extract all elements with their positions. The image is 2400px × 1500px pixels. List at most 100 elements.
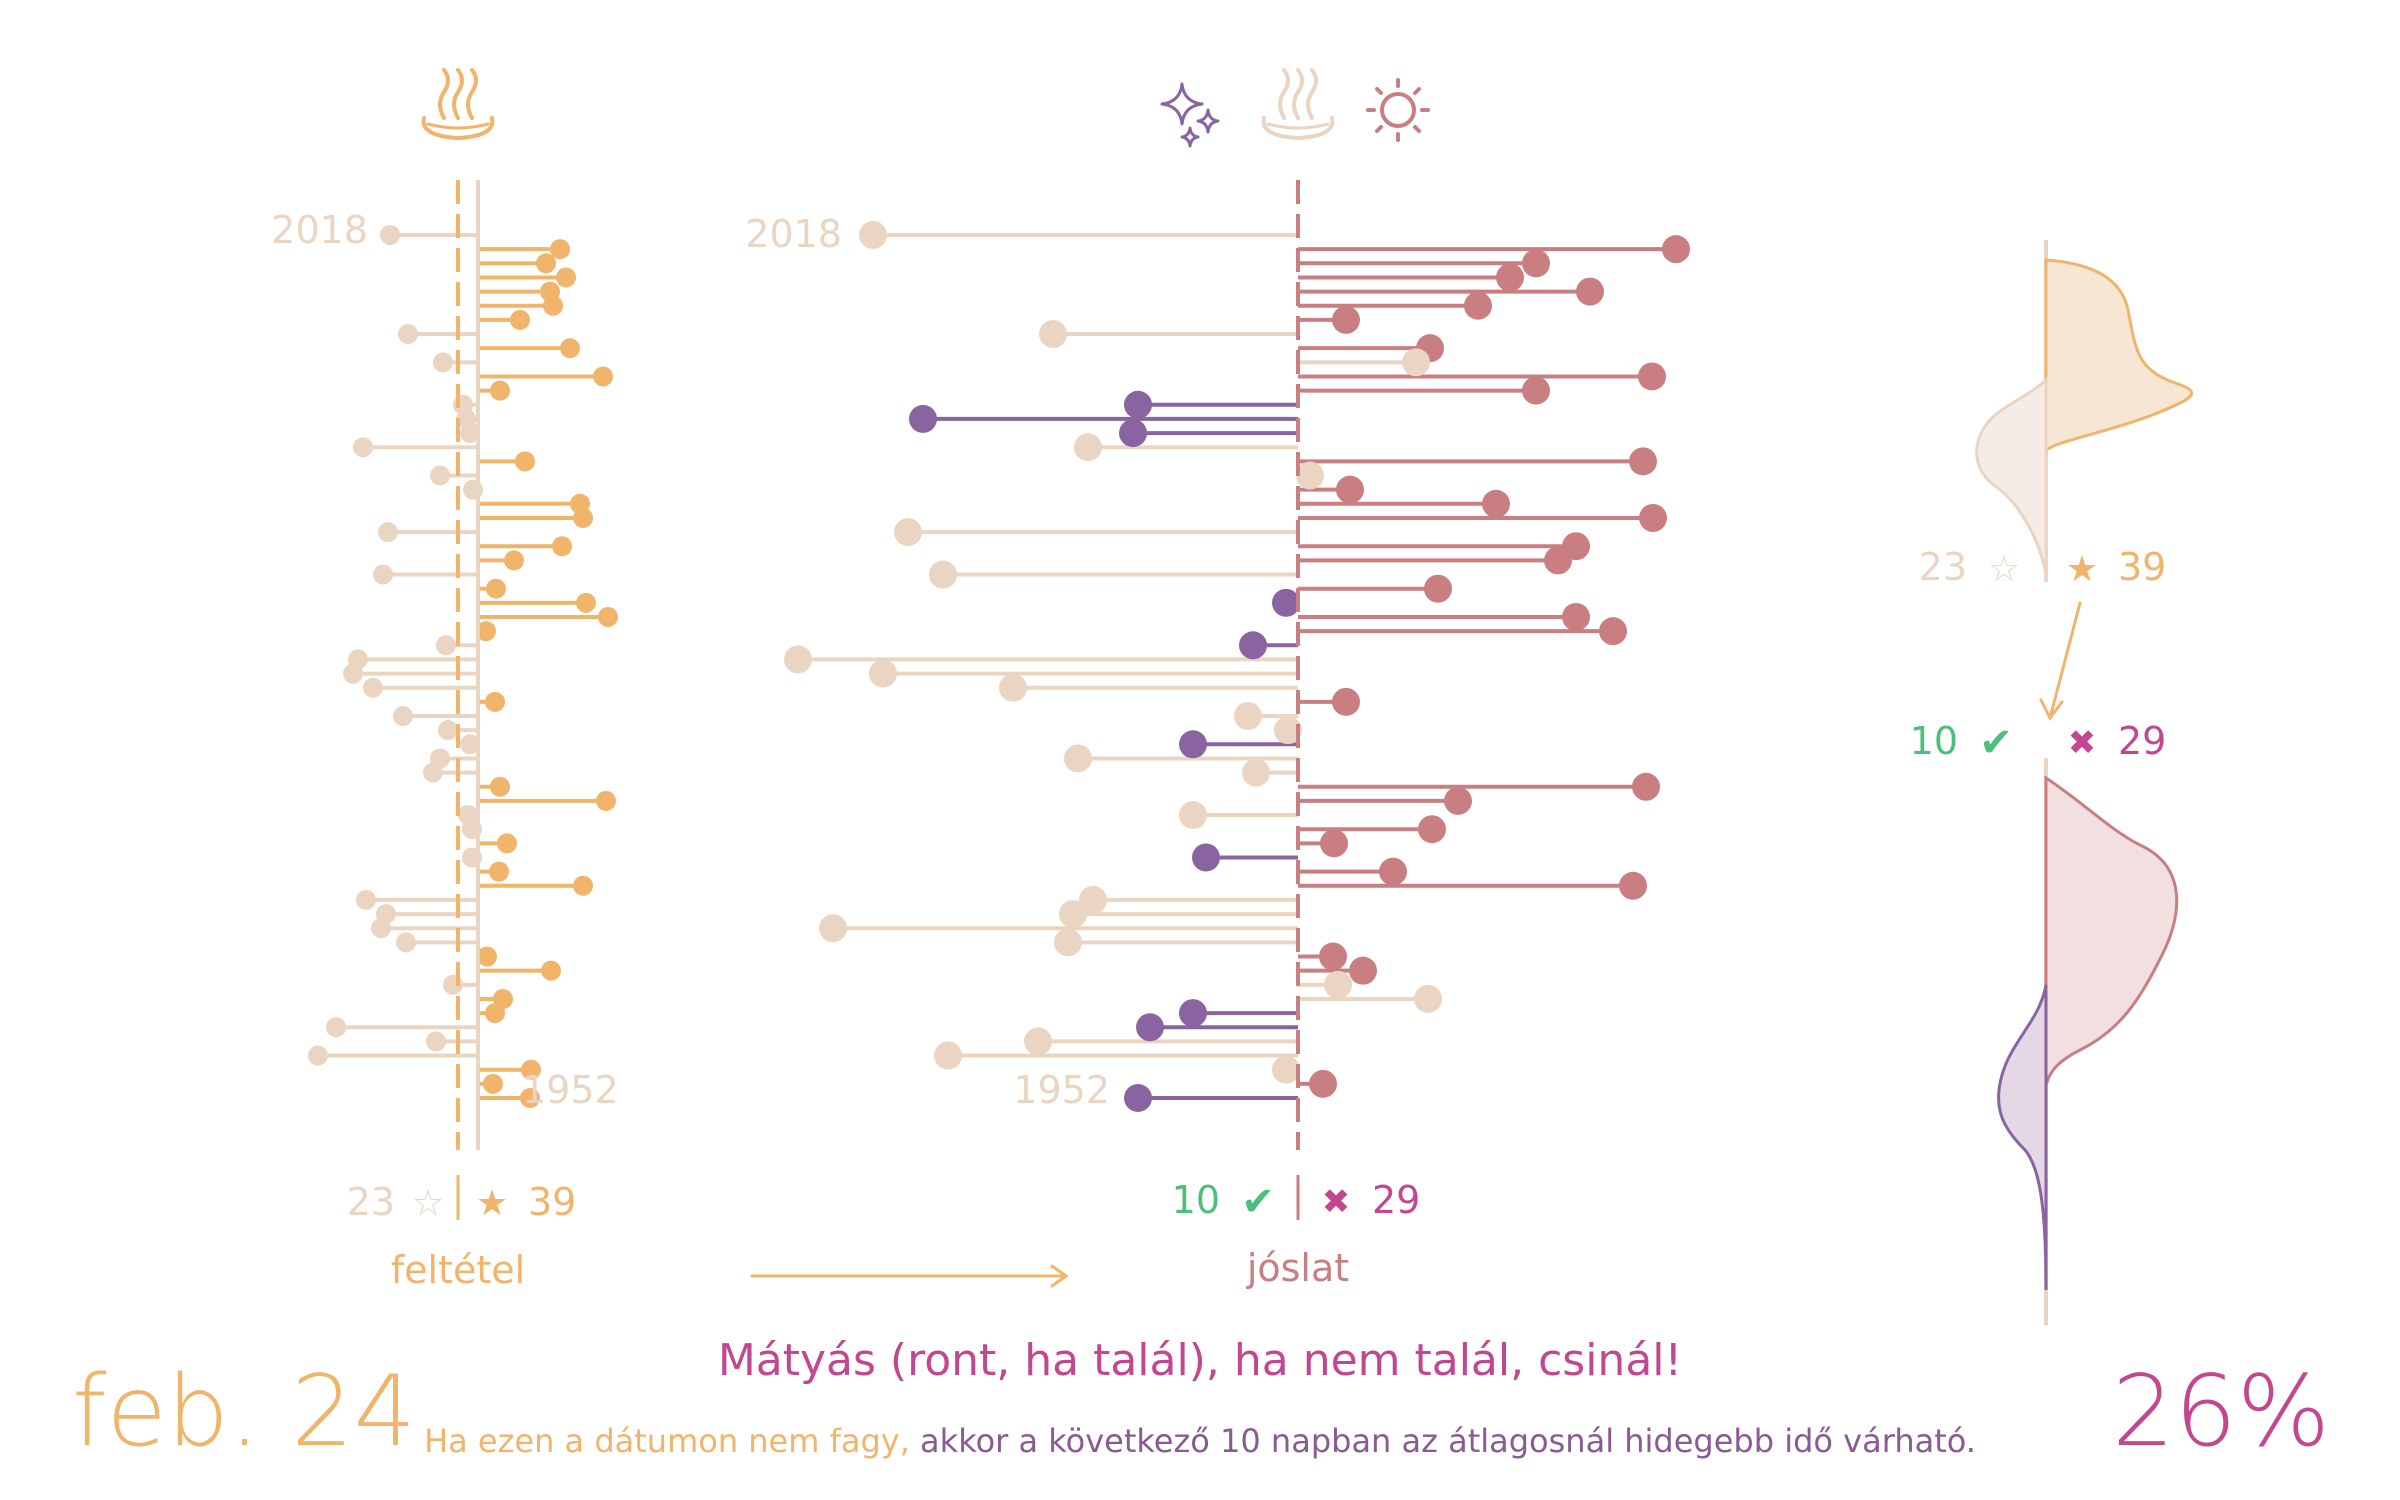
prediction-dot: [934, 1041, 962, 1070]
dist-count-nonfreeze: 23: [1919, 545, 1967, 589]
condition-dot: [504, 550, 524, 571]
condition-dot: [573, 507, 593, 528]
prediction-axis-label: jóslat: [1246, 1246, 1349, 1290]
condition-dot: [423, 762, 443, 783]
condition-dot: [460, 423, 480, 444]
condition-dot: [490, 380, 510, 401]
count-freeze: 39: [528, 1180, 576, 1224]
condition-dot: [326, 1017, 346, 1038]
prediction-dot: [1079, 885, 1107, 914]
condition-dots: [308, 225, 618, 1108]
condition-dot: [490, 776, 510, 797]
count-hit: 10: [1172, 1178, 1220, 1222]
hot-spring-icon: [1261, 68, 1335, 141]
prediction-dot: [1444, 786, 1472, 815]
prediction-dot: [1320, 829, 1348, 858]
star-filled-icon: ★: [476, 1183, 508, 1224]
prediction-dot: [1576, 277, 1604, 306]
condition-dot: [485, 691, 505, 712]
prediction-dot: [1522, 376, 1550, 405]
condition-dot: [497, 833, 517, 854]
condition-dot: [430, 465, 450, 486]
condition-dot: [543, 295, 563, 316]
prediction-dot: [1296, 461, 1324, 490]
condition-dot: [436, 635, 456, 656]
prediction-dot: [1124, 390, 1152, 419]
prediction-dot: [1274, 716, 1302, 745]
hit-distribution: [1997, 984, 2048, 1291]
condition-dot: [308, 1045, 328, 1066]
sun-icon: [1366, 78, 1430, 142]
condition-dot: [573, 875, 593, 896]
condition-dot: [576, 592, 596, 613]
prediction-dot: [1059, 900, 1087, 929]
dist-count-miss: 29: [2118, 719, 2166, 763]
prediction-dot: [1418, 815, 1446, 844]
prediction-dot: [1379, 857, 1407, 886]
explanation-prediction: akkor a következő 10 napban az átlagosná…: [920, 1422, 1976, 1460]
prediction-dot: [819, 914, 847, 943]
count-nonfreeze: 23: [347, 1180, 395, 1224]
hot-spring-icon: [421, 68, 495, 141]
condition-dot: [556, 267, 576, 288]
condition-dot: [521, 1059, 541, 1080]
condition-dot: [552, 536, 572, 557]
prediction-dot: [1349, 956, 1377, 985]
check-icon: ✔: [1979, 720, 2013, 766]
star-filled-icon: ★: [2066, 549, 2098, 590]
prediction-dot: [1309, 1069, 1337, 1098]
check-icon: ✔: [1241, 1179, 1275, 1225]
prediction-year-top: 2018: [745, 212, 842, 256]
condition-dot: [486, 578, 506, 599]
condition-dot: [373, 564, 393, 585]
prediction-dot: [1638, 362, 1666, 391]
condition-dot: [520, 1088, 540, 1108]
condition-dot: [371, 918, 391, 939]
condition-dot: [477, 946, 497, 967]
freeze-distribution: [2044, 258, 2194, 453]
condition-dot: [598, 606, 618, 627]
prediction-dot: [1179, 801, 1207, 830]
cross-icon: ✖: [2068, 723, 2097, 763]
prediction-dot: [929, 560, 957, 589]
prediction-dot: [1124, 1084, 1152, 1112]
prediction-dot: [1629, 447, 1657, 476]
condition-dot: [541, 960, 561, 981]
prediction-dot: [1619, 871, 1647, 900]
condition-dot: [476, 621, 496, 642]
condition-dot: [426, 1031, 446, 1052]
flow-arrow-icon: [750, 1264, 1069, 1288]
prediction-dot: [869, 659, 897, 688]
cross-icon: ✖: [1322, 1182, 1351, 1222]
prediction-dot: [999, 673, 1027, 702]
condition-dot: [510, 309, 530, 330]
condition-dot: [343, 663, 363, 684]
prediction-dot: [1234, 702, 1262, 731]
condition-dot: [489, 861, 509, 882]
condition-dot: [398, 324, 418, 345]
nonfreeze-distribution: [1975, 376, 2048, 576]
explanation-condition: Ha ezen a dátumon nem fagy,: [424, 1422, 910, 1460]
prediction-dot: [1024, 1027, 1052, 1056]
condition-year-top: 2018: [271, 208, 368, 252]
condition-dot: [396, 932, 416, 953]
percent-label: 26%: [2112, 1355, 2330, 1469]
prediction-dot: [1324, 970, 1352, 999]
prediction-dot: [1336, 475, 1364, 504]
arrow-down-icon: [2039, 601, 2082, 721]
condition-dot: [560, 338, 580, 359]
prediction-dot: [859, 221, 887, 249]
count-miss: 29: [1372, 1178, 1420, 1222]
prediction-dot: [1272, 1055, 1300, 1084]
prediction-dot: [1424, 574, 1452, 603]
prediction-dot: [1119, 419, 1147, 448]
dist-count-hit: 10: [1910, 719, 1958, 763]
condition-dot: [483, 1073, 503, 1094]
prediction-dot: [1054, 928, 1082, 957]
prediction-dot: [1562, 602, 1590, 631]
prediction-dot: [1599, 617, 1627, 646]
condition-dot: [393, 706, 413, 727]
prediction-dot: [1136, 1013, 1164, 1042]
prediction-dot: [1192, 843, 1220, 872]
